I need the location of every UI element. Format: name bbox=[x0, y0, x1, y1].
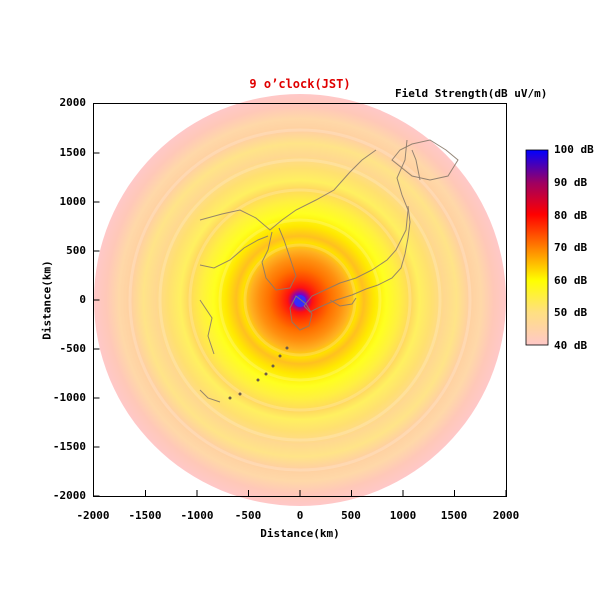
y-tick-label: 500 bbox=[66, 244, 86, 257]
y-axis-label: Distance(km) bbox=[40, 260, 54, 340]
colorbar-label: 70 dB bbox=[554, 241, 588, 254]
y-tick-label: -1000 bbox=[52, 391, 86, 404]
transmitter-core bbox=[294, 295, 306, 307]
colorbar-label: 100 dB bbox=[554, 143, 594, 156]
y-tick-label: 2000 bbox=[59, 96, 87, 109]
axis-ticks bbox=[93, 103, 507, 497]
colorbar-label: 60 dB bbox=[554, 274, 588, 287]
y-tick-label: -2000 bbox=[52, 489, 86, 502]
x-tick-label: 1000 bbox=[389, 509, 417, 522]
colorbar-label: 50 dB bbox=[554, 306, 588, 319]
colorbar-title: Field Strength(dB uV/m) bbox=[395, 87, 548, 100]
x-tick-label: 1500 bbox=[440, 509, 468, 522]
y-tick-label: -1500 bbox=[52, 440, 86, 453]
x-axis-label: Distance(km) bbox=[260, 527, 340, 540]
x-tick-label: 0 bbox=[296, 509, 304, 522]
colorbar-label: 80 dB bbox=[554, 209, 588, 222]
y-tick-label: 1000 bbox=[59, 195, 87, 208]
x-tick-label: -1000 bbox=[180, 509, 214, 522]
y-tick-label: 0 bbox=[79, 293, 86, 306]
colorbar-label: 90 dB bbox=[554, 176, 588, 189]
x-tick-label: 2000 bbox=[492, 509, 520, 522]
x-tick-label: -500 bbox=[234, 509, 262, 522]
y-tick-label: 1500 bbox=[59, 146, 87, 159]
map-title: 9 o’clock(JST) bbox=[249, 77, 351, 91]
x-tick-label: 500 bbox=[341, 509, 361, 522]
islands bbox=[228, 346, 289, 400]
colorbar bbox=[525, 149, 549, 346]
x-tick-label: -1500 bbox=[128, 509, 162, 522]
y-tick-label: -500 bbox=[59, 342, 87, 355]
colorbar-label: 40 dB bbox=[554, 339, 588, 352]
coastlines bbox=[199, 139, 459, 403]
x-tick-label: -2000 bbox=[76, 509, 110, 522]
